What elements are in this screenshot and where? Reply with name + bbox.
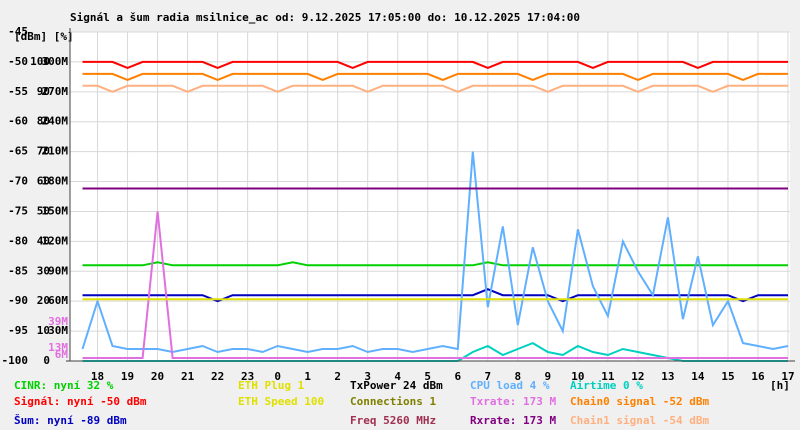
x-tick-label: 13	[661, 370, 674, 383]
x-tick-label: 4	[394, 370, 401, 383]
y3-tick-label: 270M	[42, 85, 69, 98]
series-line	[82, 60, 788, 69]
y3-tick-label: 210M	[42, 145, 69, 158]
y2-tick-label: 100	[30, 55, 50, 68]
x-tick-label: 21	[181, 370, 195, 383]
series-line	[82, 72, 788, 81]
x-tick-label: 8	[514, 370, 521, 383]
y-tick-label: -45	[8, 25, 28, 38]
y2-tick-label: 60	[37, 175, 50, 188]
y3-tick-label: 150M	[42, 204, 69, 217]
plot-area	[70, 32, 790, 361]
x-tick-label: 10	[571, 370, 584, 383]
x-tick-label: 5	[424, 370, 431, 383]
x-tick-label: 0	[274, 370, 281, 383]
y-tick-label: -95	[8, 324, 28, 337]
legend-note: ETH Plug 1	[238, 379, 305, 392]
x-tick-label: 15	[721, 370, 734, 383]
y3-tick-label: 300M	[42, 55, 69, 68]
legend-entry: Airtime 0 %	[570, 379, 643, 392]
x-tick-label: 22	[211, 370, 224, 383]
series-line	[82, 84, 788, 93]
y3-tick-label: 90M	[48, 264, 68, 277]
y3-marker-label: 6M	[55, 348, 69, 361]
chart-title: Signál a šum radia msilnice_ac od: 9.12.…	[70, 11, 580, 24]
x-tick-label: 12	[631, 370, 644, 383]
legend-entry: Šum: nyní -89 dBm	[14, 414, 127, 427]
y3-tick-label: 30M	[48, 324, 68, 337]
x-tick-label: 17	[781, 370, 794, 383]
x-tick-label: 20	[151, 370, 164, 383]
y2-tick-label: 10	[37, 324, 50, 337]
y2-tick-label: 30	[37, 264, 50, 277]
x-tick-label: 9	[545, 370, 552, 383]
x-tick-label: 2	[334, 370, 341, 383]
y-tick-label: -80	[8, 234, 28, 247]
x-tick-label: 11	[601, 370, 615, 383]
y3-marker-label: 13M	[48, 341, 68, 354]
series-line	[82, 211, 788, 359]
y-axis-label: [dBm] [%]	[14, 30, 74, 43]
y2-tick-label: 70	[37, 145, 50, 158]
y-tick-label: -50	[8, 55, 28, 68]
series-line	[82, 261, 788, 267]
legend-note: Connections 1	[350, 395, 436, 408]
series-line	[81, 151, 789, 354]
y3-tick-label: 180M	[42, 175, 69, 188]
x-tick-label: 7	[484, 370, 491, 383]
y-tick-label: -55	[8, 85, 28, 98]
legend-note: TxPower 24 dBm	[350, 379, 443, 392]
y3-tick-label: 120M	[42, 234, 69, 247]
legend-entry: Txrate: 173 M	[470, 395, 556, 408]
x-tick-label: 23	[241, 370, 254, 383]
y3-marker-label: 39M	[48, 315, 68, 328]
x-tick-label: 14	[691, 370, 705, 383]
y3-tick-label: 240M	[42, 115, 69, 128]
legend-entry: CINR: nyní 32 %	[14, 379, 114, 392]
x-tick-label: 3	[364, 370, 371, 383]
y-tick-label: -100	[2, 354, 29, 367]
x-tick-label: 19	[121, 370, 134, 383]
y-tick-label: -75	[8, 204, 28, 217]
legend-entry: ETH Speed 100	[238, 395, 324, 408]
y-tick-label: -60	[8, 115, 28, 128]
x-axis-label: [h]	[770, 379, 790, 392]
legend-entry: Rxrate: 173 M	[470, 414, 556, 427]
legend-entry: Signál: nyní -50 dBm	[14, 395, 147, 408]
y2-tick-label: 90	[37, 85, 50, 98]
legend-note: Freq 5260 MHz	[350, 414, 436, 427]
y-tick-label: -90	[8, 294, 28, 307]
x-tick-label: 1	[304, 370, 311, 383]
legend-entry: Chain1 signal -54 dBm	[570, 414, 709, 427]
y-tick-label: -70	[8, 175, 28, 188]
y2-tick-label: 0	[43, 354, 50, 367]
x-tick-label: 18	[91, 370, 104, 383]
y2-tick-label: 20	[37, 294, 50, 307]
y3-tick-label: 60M	[48, 294, 68, 307]
series-line	[82, 288, 788, 303]
y-tick-label: -85	[8, 264, 28, 277]
legend-entry: Chain0 signal -52 dBm	[570, 395, 709, 408]
legend-entry: CPU load 4 %	[470, 379, 550, 392]
y2-tick-label: 80	[37, 115, 50, 128]
y-tick-label: -65	[8, 145, 28, 158]
x-tick-label: 16	[751, 370, 765, 383]
x-tick-label: 6	[454, 370, 461, 383]
y2-tick-label: 40	[37, 234, 50, 247]
y2-tick-label: 50	[37, 204, 50, 217]
